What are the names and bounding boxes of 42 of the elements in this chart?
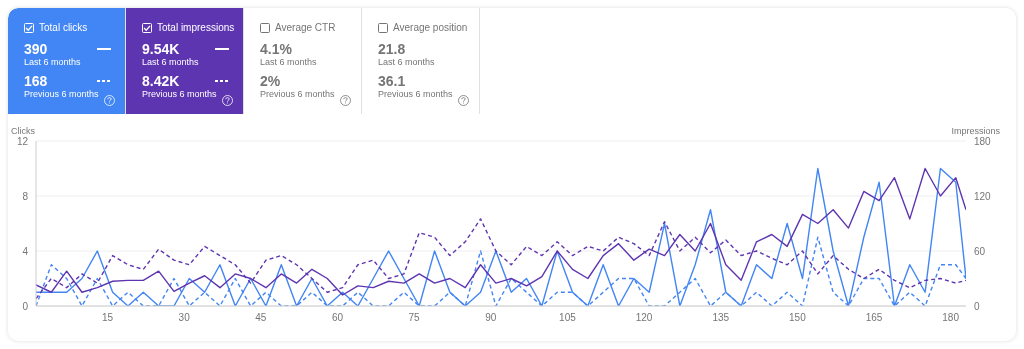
text: 21.8 <box>378 41 406 57</box>
x-tick-label: 180 <box>942 312 960 324</box>
text: Previous 6 months <box>260 89 336 99</box>
x-tick-label: 15 <box>101 312 114 324</box>
text: 390 <box>24 41 48 57</box>
y-tick-label: 0 <box>22 300 29 312</box>
text: Total clicks <box>39 22 88 33</box>
text: Last 6 months <box>24 57 82 67</box>
y2-tick-label: 120 <box>974 190 992 202</box>
x-tick-label: 135 <box>712 312 730 324</box>
y-tick-label: 8 <box>22 190 29 202</box>
text: Average position <box>393 22 468 33</box>
text: Last 6 months <box>142 57 200 67</box>
text: Previous 6 months <box>378 89 454 99</box>
y2-tick-label: 0 <box>974 300 980 312</box>
text: 36.1 <box>378 73 406 89</box>
text: 168 <box>24 73 48 89</box>
y-tick-label: 4 <box>22 245 29 257</box>
text: 2% <box>260 73 281 89</box>
text: Previous 6 months <box>24 89 100 99</box>
x-tick-label: 60 <box>331 312 344 324</box>
x-tick-label: 90 <box>485 312 497 324</box>
text: Average CTR <box>275 22 336 33</box>
y-axis-title: Clicks <box>11 126 35 136</box>
x-tick-label: 105 <box>559 312 577 324</box>
text: 4.1% <box>260 41 292 57</box>
y2-tick-label: 60 <box>974 245 986 257</box>
text: Last 6 months <box>260 57 318 67</box>
y2-axis-title: Impressions <box>951 126 1000 136</box>
x-tick-label: 75 <box>408 312 421 324</box>
text: 8.42K <box>142 73 180 89</box>
x-tick-label: 120 <box>635 312 653 324</box>
x-tick-label: 45 <box>255 312 267 324</box>
x-tick-label: 165 <box>865 312 883 324</box>
y-tick-label: 12 <box>16 135 29 147</box>
text: Total impressions <box>157 22 235 33</box>
text: 9.54K <box>142 41 180 57</box>
text: Previous 6 months <box>142 89 218 99</box>
text: Last 6 months <box>378 57 436 67</box>
x-tick-label: 150 <box>789 312 807 324</box>
y2-tick-label: 180 <box>974 135 992 147</box>
x-tick-label: 30 <box>178 312 191 324</box>
